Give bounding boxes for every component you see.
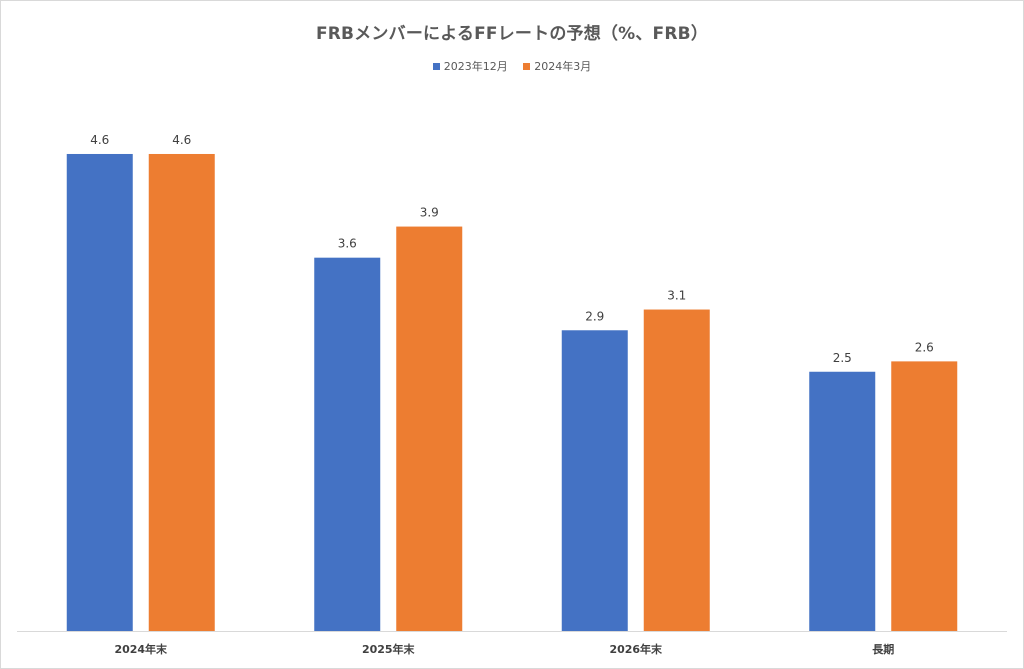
data-label-series-2-cat-3: 3.1 [667, 289, 686, 303]
legend-item-series-1: 2023年12月 [432, 58, 508, 74]
x-tick-label-1: 2024年末 [114, 642, 168, 656]
legend-label-series-2: 2024年3月 [534, 60, 592, 73]
legend-swatch-series-2 [523, 62, 531, 70]
data-label-series-2-cat-2: 3.9 [420, 206, 439, 220]
data-label-series-1-cat-4: 2.5 [833, 351, 852, 365]
data-label-series-1-cat-3: 2.9 [585, 309, 604, 323]
bar-series-2-cat-1 [148, 153, 215, 632]
x-tick-label-2: 2025年末 [362, 642, 416, 656]
data-label-series-2-cat-1: 4.6 [172, 133, 191, 147]
bar-series-2-cat-2 [396, 226, 463, 631]
bar-series-2-cat-4 [891, 361, 958, 631]
bar-series-1-cat-3 [561, 330, 628, 631]
data-label-series-1-cat-2: 3.6 [338, 237, 357, 251]
bar-series-1-cat-4 [809, 371, 876, 631]
x-tick-label-3: 2026年末 [609, 642, 663, 656]
x-tick-label-4: 長期 [872, 642, 894, 656]
legend-item-series-2: 2024年3月 [523, 58, 591, 74]
bar-series-1-cat-2 [314, 257, 381, 631]
bar-series-2-cat-3 [643, 309, 710, 631]
chart-title: FRBメンバーによるFFレートの予想（%、FRB） [315, 24, 709, 44]
legend-swatch-series-1 [432, 62, 440, 70]
legend-label-series-1: 2023年12月 [443, 60, 508, 73]
data-label-series-2-cat-4: 2.6 [915, 340, 934, 354]
bar-series-1-cat-1 [66, 153, 133, 632]
legend: 2023年12月 2024年3月 [1, 58, 1023, 74]
data-label-series-1-cat-1: 4.6 [90, 133, 109, 147]
